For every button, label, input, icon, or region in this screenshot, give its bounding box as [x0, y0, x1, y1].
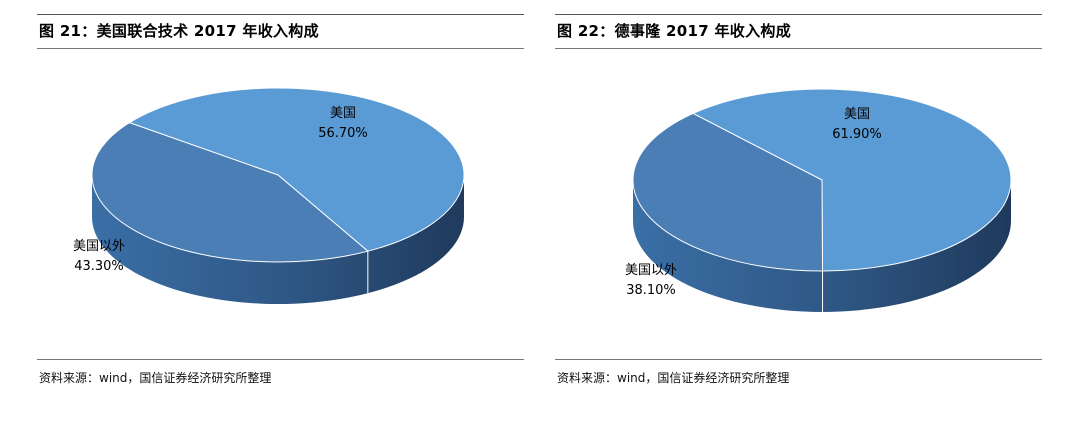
top-rule — [555, 14, 1042, 15]
title-rule — [555, 48, 1042, 49]
pie-slice-us — [691, 88, 1012, 272]
pie-slice-non-us — [632, 112, 824, 272]
pie-slice-us — [128, 87, 465, 252]
pie-chart: 美国 56.70% 美国以外 43.30% — [73, 87, 465, 304]
slice-label-value: 56.70% — [318, 126, 368, 141]
title-rule — [37, 48, 524, 49]
source-note: 资料来源：wind，国信证券经济研究所整理 — [39, 371, 272, 385]
pie-side-wall — [92, 175, 464, 304]
chart-panel-right: 图 22：德事隆 2017 年收入构成 美国 61.90% 美国以外 38.10% 资… — [555, 0, 1042, 400]
slice-label-name: 美国以外 — [625, 263, 677, 278]
pie-side-wall — [633, 180, 1011, 312]
bottom-rule — [555, 359, 1042, 360]
slice-label-value: 38.10% — [626, 283, 676, 298]
slice-label-value: 61.90% — [832, 127, 882, 142]
chart-title: 图 22：德事隆 2017 年收入构成 — [557, 22, 791, 40]
source-note: 资料来源：wind，国信证券经济研究所整理 — [557, 371, 790, 385]
slice-label-name: 美国 — [330, 106, 356, 121]
bottom-rule — [37, 359, 524, 360]
chart-title: 图 21：美国联合技术 2017 年收入构成 — [39, 22, 319, 40]
pie-slice-non-us — [91, 122, 369, 263]
slice-label-value: 43.30% — [74, 259, 124, 274]
top-rule — [37, 14, 524, 15]
chart-panel-left: 图 21：美国联合技术 2017 年收入构成 美国 56.70% 美国以外 43.30… — [37, 0, 524, 400]
slice-label-name: 美国以外 — [73, 239, 125, 254]
slice-label-name: 美国 — [844, 107, 870, 122]
pie-chart: 美国 61.90% 美国以外 38.10% — [625, 88, 1012, 312]
